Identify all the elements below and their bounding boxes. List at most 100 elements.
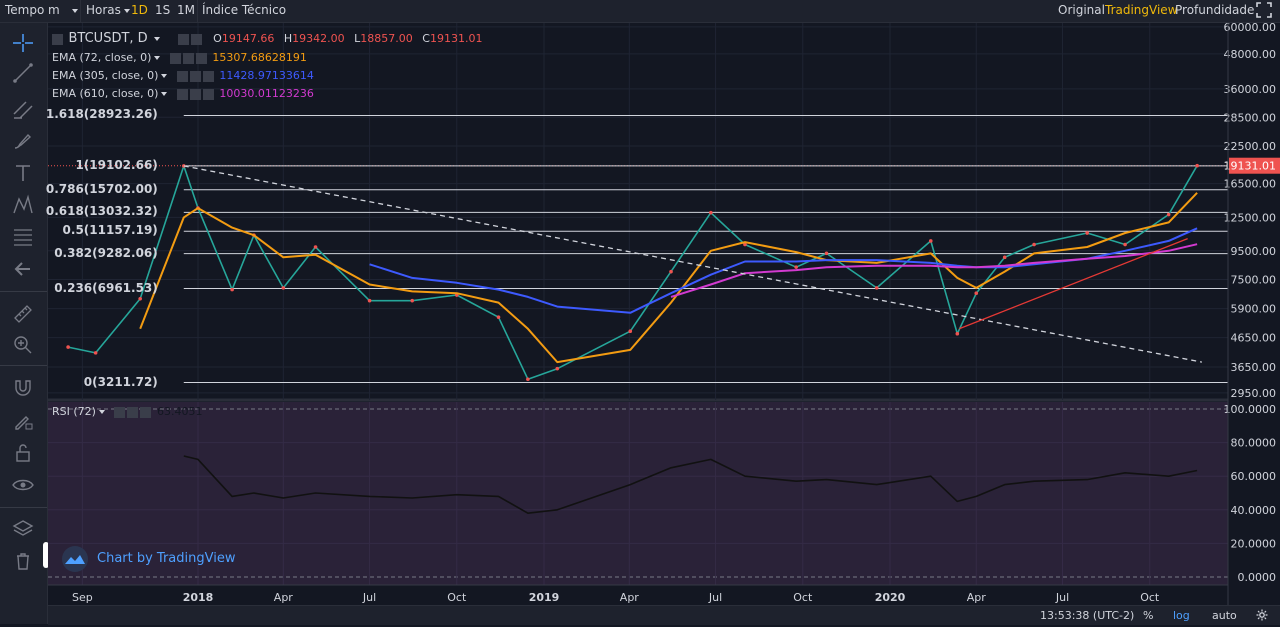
visibility-icon[interactable] [114, 406, 126, 418]
chevron-down-icon[interactable] [154, 56, 161, 60]
time-tick-label: 2019 [529, 591, 560, 604]
legend-controls[interactable] [176, 87, 216, 100]
chevron-down-icon [71, 8, 78, 13]
ruler-icon[interactable] [10, 301, 36, 325]
magnet-icon[interactable] [10, 375, 36, 399]
clock-time[interactable]: 13:53:38 (UTC-2) [1040, 609, 1135, 622]
view-original-button[interactable]: Original [1058, 3, 1105, 17]
price-point [1085, 231, 1089, 235]
price-point [555, 366, 560, 371]
legend-controls[interactable] [169, 51, 209, 64]
period-1m[interactable]: 1M [177, 3, 195, 17]
arrow-left-icon[interactable] [10, 257, 36, 281]
hours-value: Horas [86, 3, 121, 17]
settings-icon[interactable] [189, 70, 201, 82]
divider [0, 507, 47, 508]
time-tick-label: Apr [620, 591, 640, 604]
lock-icon[interactable] [10, 441, 36, 465]
divider [197, 0, 198, 22]
view-depth-button[interactable]: Profundidade [1175, 3, 1255, 17]
price-point [1032, 242, 1036, 247]
settings-icon[interactable] [127, 406, 139, 418]
ema-305-name[interactable]: EMA (305, close, 0) [52, 69, 159, 82]
rsi-tick-label: 80.0000 [1231, 437, 1277, 450]
rsi-tick-label: 60.0000 [1231, 470, 1277, 483]
price-tick-label: 48000.00 [1224, 48, 1277, 61]
rsi-name[interactable]: RSI (72) [52, 405, 96, 418]
view-tradingview-button[interactable]: TradingView [1105, 3, 1178, 17]
low-value: 18857.00 [360, 32, 413, 45]
ema-line-610 [670, 243, 1198, 298]
zoom-in-icon[interactable] [10, 333, 36, 357]
crosshair-icon[interactable] [10, 31, 36, 55]
visibility-icon[interactable] [176, 88, 188, 100]
chevron-down-icon[interactable] [161, 74, 168, 78]
price-point [138, 296, 142, 301]
close-icon[interactable] [140, 406, 152, 418]
price-tick-label: 5900.00 [1231, 303, 1277, 316]
close-icon[interactable] [202, 88, 214, 100]
chevron-down-icon[interactable] [98, 410, 105, 414]
price-point [1123, 242, 1127, 247]
fib-level-label: 0(3211.72) [83, 374, 158, 389]
price-point [794, 265, 798, 269]
rsi-tick-label: 20.0000 [1231, 537, 1277, 550]
price-point [496, 315, 501, 319]
close-icon[interactable] [202, 70, 214, 82]
period-1s[interactable]: 1S [155, 3, 171, 17]
parallel-channel-icon[interactable] [10, 97, 36, 121]
ema-72-name[interactable]: EMA (72, close, 0) [52, 51, 152, 64]
legend-controls[interactable] [177, 32, 204, 45]
toolbar-scroll-handle[interactable] [43, 542, 49, 568]
visibility-icon[interactable] [177, 33, 189, 45]
text-icon[interactable] [10, 161, 36, 185]
ema-72-value: 15307.68628191 [212, 51, 307, 64]
settings-icon[interactable] [182, 52, 194, 64]
close-icon[interactable] [195, 52, 207, 64]
legend-controls[interactable] [176, 69, 216, 82]
last-price-label: 19131.01 [1224, 160, 1277, 173]
pencil-lock-icon[interactable] [10, 409, 36, 433]
price-point [709, 210, 713, 215]
trend-line-icon[interactable] [10, 61, 36, 85]
time-tick-label: Jul [362, 591, 376, 604]
gear-icon[interactable] [1256, 606, 1268, 625]
fullscreen-icon[interactable] [1256, 2, 1272, 24]
hours-select[interactable]: Horas [86, 0, 130, 22]
bottom-toolbar: 13:53:38 (UTC-2) % log auto [48, 605, 1280, 625]
high-label: H [283, 32, 293, 45]
visibility-icon[interactable] [176, 70, 188, 82]
low-label: L [354, 32, 361, 45]
period-1d[interactable]: 1D [131, 3, 148, 17]
log-scale-button[interactable]: log [1173, 609, 1190, 622]
ema-305-value: 11428.97133614 [219, 69, 314, 82]
layers-icon[interactable] [10, 517, 36, 541]
trash-icon[interactable] [10, 549, 36, 573]
settings-icon[interactable] [190, 33, 202, 45]
time-tick-label: Sep [72, 591, 93, 604]
price-tick-label: 16500.00 [1224, 178, 1277, 191]
high-value: 19342.00 [292, 32, 345, 45]
chevron-down-icon[interactable] [154, 37, 161, 41]
technical-indicators-button[interactable]: Índice Técnico [202, 3, 287, 17]
legend-controls[interactable] [114, 405, 153, 418]
time-tick-label: 2020 [875, 591, 906, 604]
auto-scale-button[interactable]: auto [1212, 609, 1237, 622]
settings-icon[interactable] [189, 88, 201, 100]
symbol-legend: BTCUSDT, D O19147.66 H19342.00 L18857.00… [52, 31, 482, 47]
percent-scale-button[interactable]: % [1143, 609, 1154, 622]
price-tick-label: 28500.00 [1224, 111, 1277, 124]
brush-icon[interactable] [10, 129, 36, 153]
symbol-name[interactable]: BTCUSDT, D [68, 31, 148, 46]
visibility-icon[interactable] [169, 52, 181, 64]
fibonacci-icon[interactable] [10, 225, 36, 249]
chart-canvas[interactable]: 60000.00 48000.00 36000.00 28500.00 22500.00… [0, 0, 1280, 605]
chevron-down-icon[interactable] [161, 92, 168, 96]
eye-icon[interactable] [10, 473, 36, 497]
interval-select[interactable]: m [48, 0, 78, 22]
price-tick-label: 7500.00 [1231, 273, 1277, 286]
pattern-icon[interactable] [10, 193, 36, 217]
ema-610-name[interactable]: EMA (610, close, 0) [52, 87, 159, 100]
fib-level-label: 0.5(11157.19) [62, 223, 158, 238]
tradingview-watermark[interactable]: Chart by TradingView [60, 546, 235, 572]
